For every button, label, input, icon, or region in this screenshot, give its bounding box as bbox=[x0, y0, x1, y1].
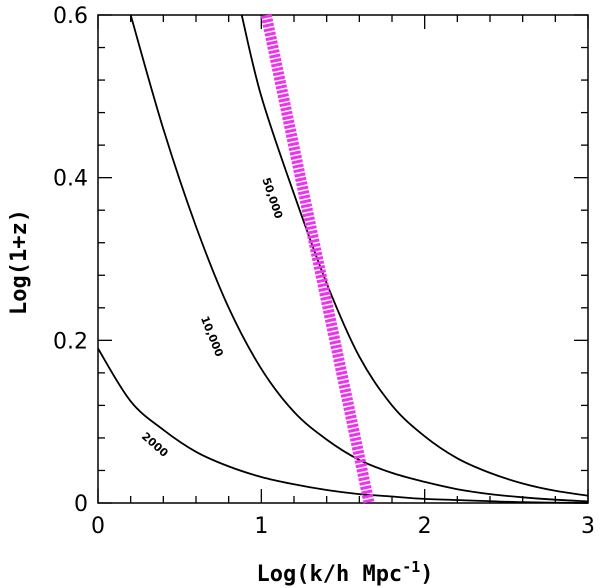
y-tick-label: 0.2 bbox=[53, 329, 88, 354]
tick-labels: 0 1 2 3 0 0.2 0.4 0.6 bbox=[53, 4, 595, 539]
curve-label-backing bbox=[197, 313, 228, 360]
curves bbox=[97, 13, 589, 505]
curve-label-backing bbox=[133, 424, 177, 465]
plot-frame bbox=[97, 14, 589, 504]
x-axis-title-superscript: -1 bbox=[402, 558, 420, 576]
x-axis-title: Log(k/h Mpc-1) bbox=[256, 558, 433, 587]
axis-ticks bbox=[97, 14, 589, 504]
curve-label-backing bbox=[259, 174, 287, 222]
plot-border bbox=[97, 14, 589, 504]
y-tick-label: 0.6 bbox=[53, 4, 88, 29]
curve-50000 bbox=[240, 14, 589, 497]
y-tick-label: 0 bbox=[74, 492, 88, 517]
y-axis-title: Log(1+z) bbox=[7, 209, 32, 315]
x-axis-title-close: ) bbox=[420, 562, 433, 587]
curve-label: 50,000 bbox=[259, 176, 285, 221]
x-axis-title-main: Log(k/h Mpc bbox=[256, 562, 402, 587]
y-tick-label: 0.4 bbox=[53, 167, 88, 192]
nonlinear-scale-band bbox=[260, 13, 375, 505]
curve-2000 bbox=[97, 348, 589, 504]
x-tick-label: 1 bbox=[254, 514, 268, 539]
curve-10000 bbox=[129, 14, 589, 503]
x-tick-label: 3 bbox=[581, 514, 595, 539]
curve-label: 10,000 bbox=[198, 314, 226, 359]
x-tick-label: 2 bbox=[418, 514, 432, 539]
x-tick-label: 0 bbox=[91, 514, 105, 539]
